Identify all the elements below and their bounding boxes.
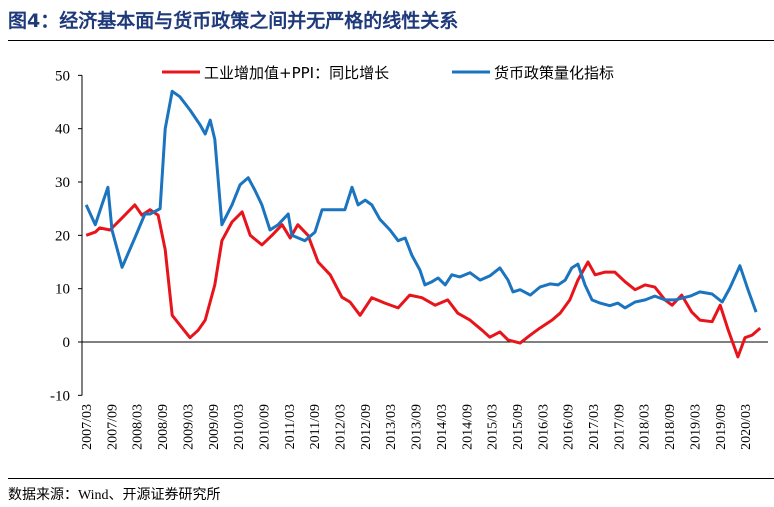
- y-tick-label: 40: [55, 122, 70, 138]
- x-tick-label: 2014/09: [460, 404, 475, 450]
- source-divider: [8, 478, 774, 479]
- x-tick-label: 2008/09: [156, 404, 171, 450]
- x-tick-label: 2016/09: [562, 404, 577, 450]
- x-tick-label: 2016/03: [536, 404, 551, 450]
- y-tick-label: 10: [55, 282, 70, 298]
- y-tick-label: -10: [50, 388, 70, 404]
- title-divider: [8, 40, 774, 41]
- legend-label-monetary: 货币政策量化指标: [494, 64, 614, 82]
- legend-label-industrial: 工业增加值+PPI：同比增长: [204, 64, 389, 82]
- x-tick-label: 2015/09: [511, 404, 526, 450]
- x-tick-label: 2014/03: [435, 404, 450, 450]
- y-tick-label: 30: [55, 175, 70, 191]
- x-tick-label: 2017/03: [587, 404, 602, 450]
- x-tick-label: 2010/03: [232, 404, 247, 450]
- series-line-industrial: [85, 203, 762, 359]
- x-tick-label: 2013/03: [384, 404, 399, 450]
- x-tick-label: 2007/09: [105, 404, 120, 450]
- series-line-monetary: [84, 89, 758, 313]
- y-tick-label: 50: [55, 68, 70, 84]
- x-tick-label: 2009/03: [181, 404, 196, 450]
- x-tick-label: 2008/03: [131, 404, 146, 450]
- x-tick-label: 2011/09: [308, 404, 323, 449]
- x-tick-label: 2010/09: [257, 404, 272, 450]
- x-tick-label: 2018/03: [638, 404, 653, 450]
- legend: 工业增加值+PPI：同比增长 货币政策量化指标: [162, 64, 614, 82]
- x-tick-label: 2015/03: [486, 404, 501, 450]
- y-tick-label: 20: [55, 228, 70, 244]
- x-tick-label: 2020/03: [739, 404, 754, 450]
- x-tick-label: 2013/09: [410, 404, 425, 450]
- x-tick-label: 2007/03: [80, 404, 95, 450]
- x-tick-label: 2018/09: [663, 404, 678, 450]
- x-tick-label: 2017/09: [612, 404, 627, 450]
- x-tick-label: 2019/09: [714, 404, 729, 450]
- x-tick-label: 2011/03: [283, 404, 298, 449]
- figure-title: 图4：经济基本面与货币政策之间并无严格的线性关系: [8, 10, 459, 32]
- y-tick-label: 0: [63, 335, 71, 351]
- x-tick-label: 2009/09: [207, 404, 222, 450]
- source-note: 数据来源：Wind、开源证券研究所: [8, 488, 221, 503]
- x-tick-label: 2019/03: [688, 404, 703, 450]
- x-tick-label: 2012/03: [334, 404, 349, 450]
- x-tick-label: 2012/09: [359, 404, 374, 450]
